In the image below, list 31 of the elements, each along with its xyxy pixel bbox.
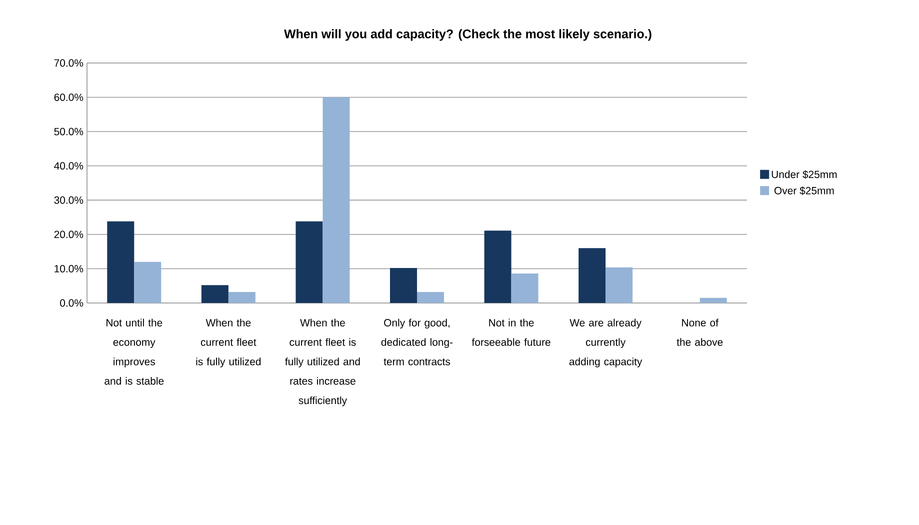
y-tick-label: 0.0% [60, 299, 84, 307]
x-tick-label: We are already currently adding capacity [569, 318, 642, 368]
x-tick-label: None of the above [676, 318, 723, 346]
bar [296, 221, 323, 303]
x-tick-label: Only for good, dedicated long-term contracts [381, 318, 453, 366]
bar [484, 230, 512, 303]
y-tick-label: 20.0% [54, 230, 84, 238]
bar [134, 262, 162, 303]
bar [322, 97, 350, 303]
bar [107, 221, 134, 303]
bar [417, 292, 444, 303]
bar [578, 248, 606, 303]
x-tick-label: Not in the forseeable future [472, 318, 550, 346]
chart-title: When will you add capacity? (Check the most likely scenario.) [284, 29, 652, 41]
y-tick-label: 40.0% [54, 162, 84, 170]
y-tick-label: 10.0% [54, 265, 84, 272]
y-tick-label: 60.0% [54, 94, 84, 101]
legend-label: Under $25mm [772, 170, 837, 179]
bar [390, 268, 418, 303]
category-label: Not until the economy improves and is stable [104, 318, 164, 385]
bar [228, 292, 256, 303]
bar [511, 274, 538, 303]
bar [201, 285, 228, 303]
y-tick-label: 30.0% [54, 196, 84, 204]
y-tick-label: 70.0% [54, 59, 84, 67]
bar [700, 298, 727, 303]
x-tick-label: When the current fleet is fully utilized [196, 318, 261, 368]
x-tick-label: When the current fleet is fully utilized and rates increase sufficiently [285, 318, 360, 406]
legend-label: Over $25mm [774, 186, 834, 195]
y-tick-label: 50.0% [54, 128, 84, 136]
bar [606, 267, 633, 303]
